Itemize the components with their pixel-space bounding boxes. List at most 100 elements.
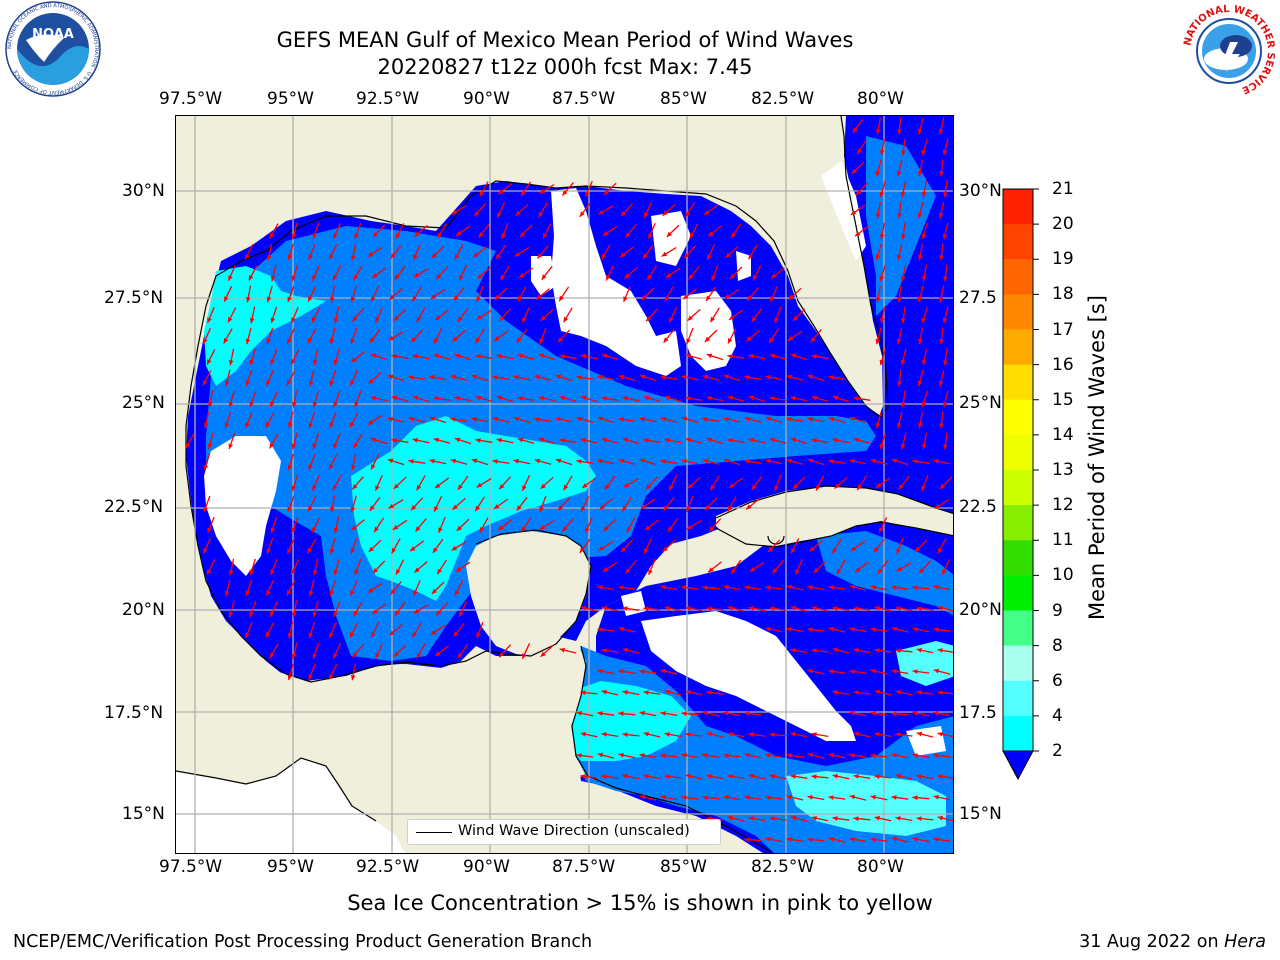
wind-wave-arrow-head — [744, 375, 750, 380]
wind-wave-arrow-head — [943, 192, 948, 198]
colorbar-tick-label: 13 — [1052, 460, 1074, 480]
wind-wave-arrow-head — [519, 273, 525, 278]
wind-wave-arrow-head — [287, 254, 293, 261]
wind-wave-arrow-head — [228, 570, 234, 576]
wind-wave-arrow-head — [748, 437, 754, 443]
wind-wave-arrow-head — [266, 338, 271, 344]
wind-wave-arrow-head — [286, 380, 292, 386]
no-data-area — [736, 251, 751, 281]
wind-wave-arrow-head — [350, 465, 356, 471]
lat-label: 17.5°N — [104, 703, 164, 723]
wind-wave-arrow-head — [228, 611, 234, 618]
wind-wave-arrow-head — [811, 354, 817, 359]
wind-wave-arrow-head — [522, 653, 527, 659]
wind-wave-arrow-head — [875, 483, 882, 488]
wind-wave-arrow-head — [832, 547, 837, 554]
wind-wave-arrow-head — [916, 606, 922, 611]
wind-wave-arrow-head — [266, 632, 271, 638]
wind-wave-arrow-head — [497, 212, 502, 218]
wind-wave-arrow-head — [307, 547, 313, 554]
wind-wave-arrow-head — [476, 632, 481, 638]
wind-wave-arrow-head — [555, 374, 562, 380]
wind-wave-arrow-head — [434, 338, 439, 344]
wind-wave-arrow-head — [707, 254, 712, 260]
wind-wave-arrow-head — [622, 505, 627, 512]
wind-wave-arrow-head — [891, 752, 897, 758]
wind-wave-arrow-head — [452, 336, 458, 342]
wind-wave-arrow-head — [287, 548, 292, 554]
wind-wave-arrow-head — [228, 443, 233, 449]
wind-wave-arrow-head — [597, 711, 603, 716]
wind-wave-arrow-head — [618, 417, 624, 422]
wind-wave-arrow-head — [811, 395, 818, 401]
run-date: 31 Aug 2022 on Hera — [1079, 932, 1266, 952]
wind-wave-arrow-head — [412, 437, 418, 443]
wind-wave-arrow-head — [207, 569, 212, 575]
wind-wave-arrow-head — [333, 653, 338, 659]
wind-wave-arrow-head — [879, 527, 884, 533]
wind-wave-arrow-head — [408, 416, 415, 422]
wind-wave-arrow-head — [702, 710, 708, 716]
wind-wave-arrow-head — [601, 353, 608, 359]
wind-wave-arrow-head — [943, 276, 948, 282]
wind-wave-arrow-head — [558, 336, 564, 343]
wind-wave-arrow-head — [350, 338, 355, 344]
wind-wave-arrow-head — [765, 795, 771, 800]
wind-wave-arrow-head — [807, 752, 814, 758]
wind-wave-arrow-head — [786, 837, 792, 842]
wind-wave-arrow-head — [661, 251, 668, 257]
wind-wave-arrow-head — [664, 689, 671, 695]
wind-wave-arrow-head — [266, 380, 271, 386]
wind-wave-arrow-head — [455, 231, 462, 236]
wind-wave-arrow-head — [350, 675, 356, 681]
wind-wave-arrow-head — [870, 753, 876, 759]
wind-wave-arrow-head — [702, 795, 708, 801]
wind-wave-arrow-head — [538, 353, 545, 359]
wind-wave-arrow-head — [388, 503, 394, 509]
wind-wave-arrow-head — [308, 464, 313, 470]
wind-wave-arrow-head — [601, 606, 607, 611]
wind-wave-arrow-head — [451, 209, 458, 215]
wind-wave-arrow-head — [312, 653, 317, 659]
wind-wave-arrow-head — [521, 190, 526, 196]
wind-wave-arrow-head — [333, 401, 338, 407]
wind-wave-arrow-head — [660, 459, 666, 464]
wind-wave-arrow-head — [312, 401, 318, 408]
wind-wave-arrow-head — [430, 294, 437, 299]
wind-wave-arrow-head — [874, 732, 880, 737]
wind-wave-arrow-head — [937, 732, 943, 737]
wind-wave-arrow-head — [223, 337, 229, 344]
wind-wave-arrow-head — [585, 527, 590, 533]
wind-wave-arrow-head — [727, 605, 733, 611]
wind-wave-arrow-head — [248, 275, 254, 281]
wind-wave-arrow-head — [727, 395, 734, 401]
colorbar-tick-label: 10 — [1052, 565, 1074, 586]
wind-wave-arrow-head — [891, 626, 898, 632]
wind-wave-arrow-head — [853, 437, 860, 443]
wind-wave-arrow-head — [333, 317, 339, 324]
colorbar-tick-label: 19 — [1052, 249, 1074, 270]
wind-wave-arrow-head — [897, 381, 902, 387]
wind-wave-arrow-head — [585, 191, 590, 197]
noaa-logo: NOAA NATIONAL OCEANIC AND ATMOSPHERIC AD… — [4, 0, 102, 98]
colorbar — [1000, 186, 1040, 786]
wind-wave-arrow-head — [891, 669, 897, 674]
lat-label: 20°N — [122, 600, 165, 620]
wind-wave-arrow-head — [849, 794, 856, 800]
wind-wave-arrow-head — [685, 690, 691, 695]
wind-wave-arrow-head — [333, 527, 339, 534]
lon-label: 85°W — [660, 89, 707, 109]
wind-wave-arrow-head — [942, 317, 948, 324]
wind-wave-arrow-head — [769, 396, 775, 401]
lat-label: 27.5°N — [104, 288, 164, 308]
wind-wave-arrow-head — [350, 255, 356, 261]
caribbean-waves-4-6-west — [564, 681, 691, 761]
wind-wave-arrow-head — [308, 674, 313, 680]
wind-wave-arrow-head — [522, 317, 527, 323]
wind-wave-arrow-head — [640, 504, 647, 509]
wind-wave-arrow-head — [664, 395, 671, 401]
colorbar-band — [1003, 364, 1033, 401]
wind-wave-arrow-head — [228, 317, 233, 323]
wind-wave-arrow-head — [413, 254, 418, 260]
wind-wave-arrow-head — [685, 606, 691, 611]
